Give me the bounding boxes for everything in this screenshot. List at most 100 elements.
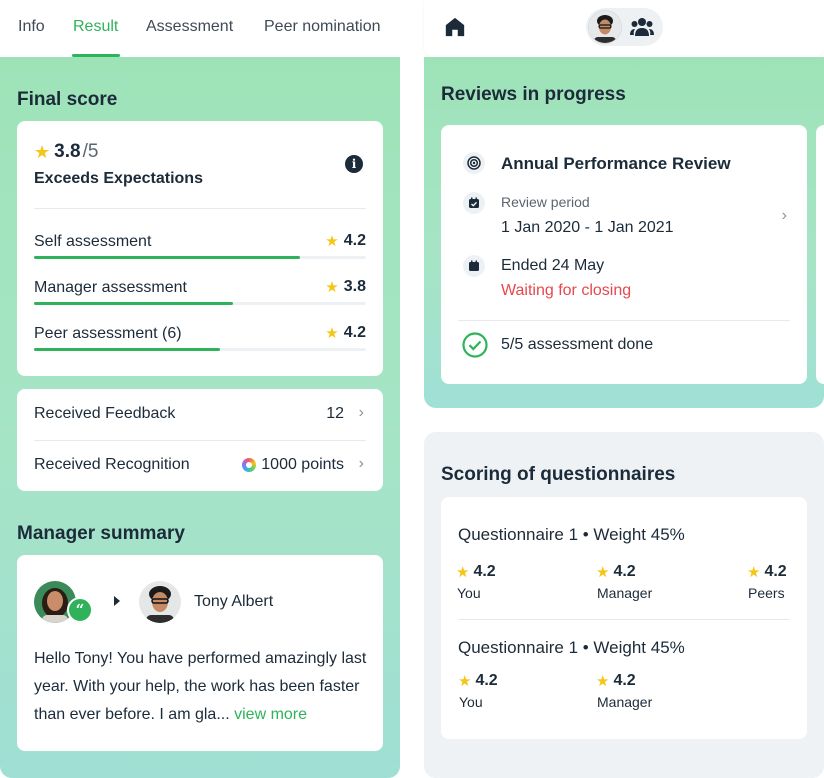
questionnaire-title: Questionnaire 1 • Weight 45%: [458, 638, 685, 657]
questionnaire-score-manager: ★ 4.2: [596, 563, 636, 581]
score-value: 4.2: [764, 563, 787, 580]
divider: [34, 208, 366, 209]
chevron-right-icon: ›: [358, 404, 364, 421]
received-feedback-row[interactable]: Received Feedback 12 ›: [34, 389, 366, 439]
star-icon: ★: [747, 563, 761, 581]
check-circle-icon: [462, 332, 488, 358]
chevron-right-icon: ›: [358, 455, 364, 472]
progress-bar: [34, 256, 366, 259]
review-card[interactable]: Annual Performance Review Review period …: [441, 125, 807, 384]
questionnaire-score-you: ★ 4.2: [458, 672, 498, 690]
summary-body: Hello Tony! You have performed amazingly…: [34, 650, 367, 723]
received-recognition-row[interactable]: Received Recognition 1000 points ›: [34, 440, 366, 490]
chevron-right-icon: ›: [781, 207, 787, 224]
received-recognition-label: Received Recognition: [34, 456, 190, 473]
assessment-score: ★ 4.2: [325, 324, 366, 342]
reviews-in-progress-panel: Reviews in progress Annual Performance R…: [424, 57, 824, 408]
calendar-icon: [463, 255, 485, 277]
target-icon: [463, 152, 485, 174]
questionnaires-card: Questionnaire 1 • Weight 45% ★ 4.2 You ★ 4…: [441, 497, 807, 739]
score-value: 4.2: [613, 563, 636, 580]
divider: [458, 619, 790, 620]
progress-bar-fill: [34, 302, 234, 305]
score-value: 4.2: [473, 563, 496, 580]
questionnaire-score-manager: ★ 4.2: [596, 672, 636, 690]
assessment-score-value: 3.8: [343, 278, 366, 295]
arrow-right-icon: [114, 596, 120, 606]
assessment-score-value: 4.2: [343, 232, 366, 249]
questionnaire-score-you: ★ 4.2: [456, 563, 496, 581]
assessment-score: ★ 3.8: [325, 278, 366, 296]
reviews-in-progress-title: Reviews in progress: [441, 84, 626, 105]
manager-summary-title: Manager summary: [17, 523, 185, 544]
assessment-label: Manager assessment: [34, 279, 187, 296]
score-value: 4.2: [475, 672, 498, 689]
star-icon: ★: [596, 563, 610, 581]
info-icon[interactable]: i: [345, 155, 363, 173]
overall-score-max: /5: [82, 141, 99, 162]
team-icon[interactable]: [630, 17, 654, 37]
employee-avatar: [139, 581, 181, 623]
score-owner: Manager: [597, 585, 653, 601]
my-view-avatar-button[interactable]: [589, 11, 621, 43]
review-period-label: Review period: [501, 194, 590, 210]
assessment-label: Self assessment: [34, 233, 152, 250]
view-switcher: [586, 8, 663, 46]
home-icon[interactable]: [444, 16, 466, 38]
star-icon: ★: [596, 672, 610, 690]
overall-score: ★ 3.8 /5: [34, 141, 98, 163]
star-icon: ★: [456, 563, 470, 581]
star-icon: ★: [325, 278, 339, 296]
divider: [458, 320, 790, 321]
questionnaire-title: Questionnaire 1 • Weight 45%: [458, 525, 685, 544]
star-icon: ★: [458, 672, 472, 690]
assessment-done: 5/5 assessment done: [501, 336, 654, 353]
star-icon: ★: [325, 324, 339, 342]
score-rating-label: Exceeds Expectations: [34, 170, 203, 187]
score-owner: Peers: [748, 585, 785, 601]
received-recognition-value: 1000 points: [242, 456, 344, 474]
score-value: 4.2: [613, 672, 636, 689]
employee-name: Tony Albert: [194, 593, 274, 610]
manager-assessment-row: Manager assessment ★ 3.8: [34, 278, 366, 319]
review-status: Waiting for closing: [501, 282, 632, 299]
left-panel: Info Result Assessment Peer nomination F…: [0, 0, 400, 778]
assessment-label: Peer assessment (6): [34, 325, 182, 342]
progress-bar-fill: [34, 348, 220, 351]
star-icon: ★: [325, 232, 339, 250]
points-icon: [242, 458, 257, 472]
manager-summary-card: “ Tony Albert Hello Tony! You have perfo…: [17, 555, 383, 751]
score-owner: You: [457, 585, 481, 601]
divider: [34, 440, 366, 441]
progress-bar-fill: [34, 256, 300, 259]
self-assessment-row: Self assessment ★ 4.2: [34, 232, 366, 273]
next-review-card-peek: [816, 125, 824, 384]
overall-score-value: 3.8: [54, 141, 81, 162]
right-panel: Reviews in progress Annual Performance R…: [400, 0, 824, 778]
scoring-questionnaires-panel: Scoring of questionnaires Questionnaire …: [424, 432, 824, 778]
assessment-score: ★ 4.2: [325, 232, 366, 250]
tab-info[interactable]: Info: [18, 18, 45, 35]
score-owner: Manager: [597, 694, 653, 710]
scoring-questionnaires-title: Scoring of questionnaires: [441, 464, 676, 485]
tab-bar: Info Result Assessment Peer nomination: [0, 0, 400, 57]
review-name: Annual Performance Review: [501, 154, 731, 173]
received-feedback-count: 12: [326, 405, 344, 422]
feedback-card: Received Feedback 12 › Received Recognit…: [17, 389, 383, 491]
final-score-card: ★ 3.8 /5 Exceeds Expectations i Self ass…: [17, 121, 383, 376]
quote-icon: “: [67, 597, 93, 623]
tab-result[interactable]: Result: [73, 18, 119, 35]
received-feedback-label: Received Feedback: [34, 405, 176, 422]
assessment-score-value: 4.2: [343, 324, 366, 341]
tab-peer-nomination[interactable]: Peer nomination: [264, 18, 381, 35]
star-icon: ★: [34, 142, 51, 162]
active-tab-indicator: [72, 54, 120, 57]
summary-text: Hello Tony! You have performed amazingly…: [34, 645, 370, 729]
progress-bar: [34, 348, 366, 351]
view-more-link[interactable]: view more: [234, 706, 308, 723]
progress-bar: [34, 302, 366, 305]
questionnaire-score-peers: ★ 4.2: [747, 563, 787, 581]
calendar-check-icon: [463, 192, 485, 214]
peer-assessment-row: Peer assessment (6) ★ 4.2: [34, 324, 366, 365]
tab-assessment[interactable]: Assessment: [146, 18, 234, 35]
